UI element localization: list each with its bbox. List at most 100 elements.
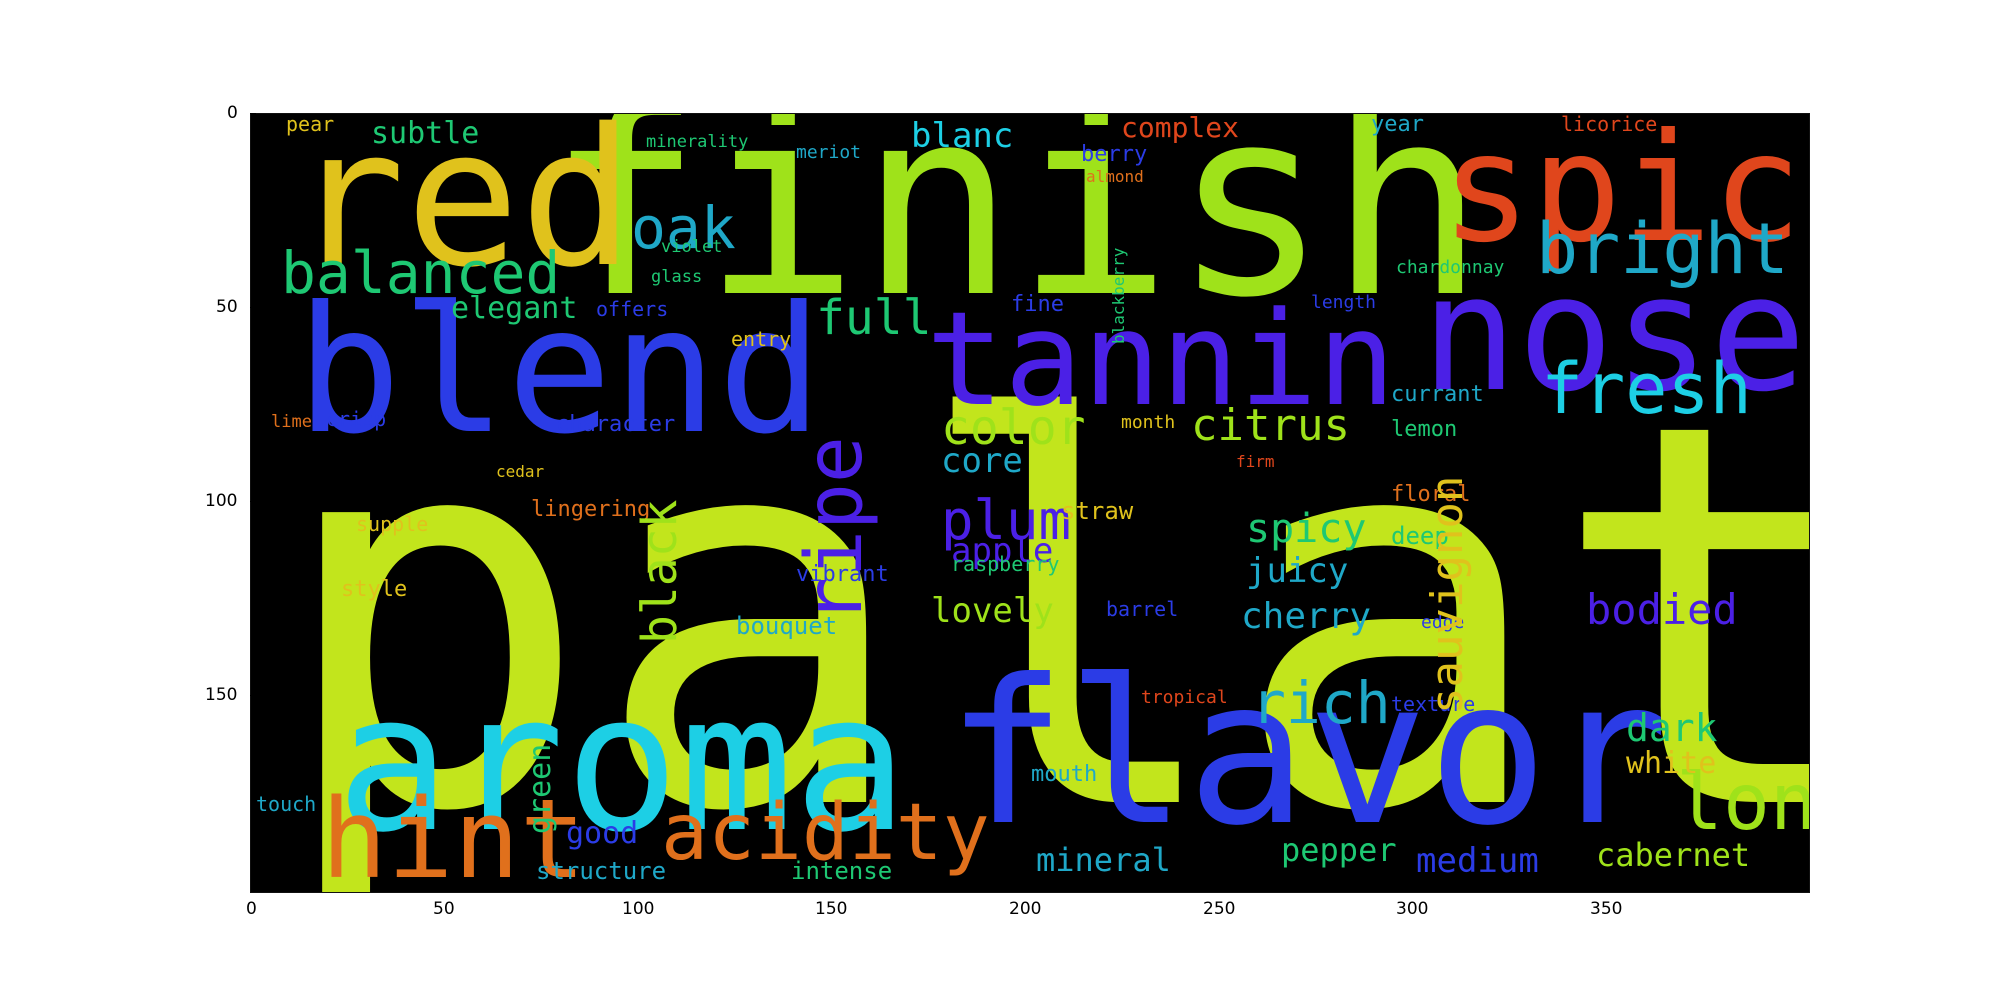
word-core: core [941, 441, 1023, 481]
y-tick-label: 0 [227, 103, 238, 123]
x-tick-label: 350 [1590, 899, 1623, 919]
word-cedar: cedar [496, 462, 545, 481]
word-almond: almond [1086, 167, 1144, 186]
x-tick-mark [640, 885, 641, 891]
y-tick-mark [250, 501, 256, 502]
x-tick-label: 200 [1009, 899, 1042, 919]
word-juicy: juicy [1246, 551, 1349, 591]
y-tick-label: 100 [205, 491, 238, 511]
word-length: length [1311, 292, 1377, 313]
word-pepper: pepper [1281, 831, 1397, 869]
word-flavor: flavor [946, 637, 1669, 870]
word-floral: floral [1391, 482, 1471, 507]
x-tick-mark [252, 885, 253, 891]
word-dark: dark [1626, 706, 1718, 750]
word-fresh: fresh [1541, 348, 1752, 430]
x-tick-label: 0 [246, 899, 257, 919]
word-oak: oak [631, 194, 736, 262]
word-intense: intense [791, 857, 893, 885]
word-straw: straw [1061, 497, 1134, 525]
word-minerality: minerality [646, 132, 749, 152]
word-black: black [632, 499, 688, 645]
word-medium: medium [1416, 841, 1539, 881]
y-tick-mark [250, 695, 256, 696]
word-tannin: tannin [926, 283, 1396, 435]
word-red: red [291, 113, 635, 309]
word-violet: violet [661, 237, 723, 257]
word-ripe: ripe [790, 436, 880, 624]
word-mouth: mouth [1031, 762, 1098, 787]
word-touch: touch [256, 792, 317, 816]
x-tick-mark [833, 885, 834, 891]
word-acidity: acidity [661, 788, 990, 878]
word-chardonnay: chardonnay [1396, 257, 1505, 278]
word-currant: currant [1391, 382, 1484, 407]
word-blanc: blanc [911, 116, 1014, 156]
word-pear: pear [286, 113, 335, 136]
word-color: color [941, 400, 1086, 456]
word-lingering: lingering [531, 497, 651, 522]
word-entry: entry [731, 327, 792, 351]
word-balanced: balanced [281, 239, 561, 307]
x-tick-label: 100 [622, 899, 655, 919]
word-plum: plum [941, 489, 1072, 552]
word-vibrant: vibrant [796, 562, 889, 587]
word-offers: offers [596, 297, 669, 321]
x-tick-mark [1608, 885, 1609, 891]
word-sauvignon: sauvignon [1422, 475, 1473, 714]
word-texture: texture [1391, 692, 1476, 716]
word-fine: fine [1011, 292, 1064, 317]
word-rich: rich [1251, 669, 1391, 737]
word-blend: blend [296, 270, 823, 473]
word-deep: deep [1391, 522, 1449, 550]
word-licorice: licorice [1561, 113, 1658, 136]
word-berry: berry [1081, 142, 1148, 167]
word-bodied: bodied [1586, 585, 1738, 634]
x-tick-mark [1414, 885, 1415, 891]
word-aroma: aroma [336, 653, 908, 874]
word-tropical: tropical [1141, 687, 1228, 708]
word-cloud-image: palatefinishred spicenose blend tannin aroma… [250, 113, 1810, 893]
word-meriot: meriot [796, 142, 862, 163]
word-white: white [1626, 746, 1717, 781]
word-lemon: lemon [1391, 417, 1458, 442]
word-hint: hint [321, 775, 586, 893]
x-tick-label: 300 [1396, 899, 1429, 919]
word-finish: finish [546, 113, 1486, 355]
x-tick-label: 150 [815, 899, 848, 919]
x-tick-mark [1027, 885, 1028, 891]
y-tick-label: 150 [205, 685, 238, 705]
word-firm: firm [1236, 452, 1275, 471]
word-lime: lime [271, 412, 312, 432]
x-tick-label: 250 [1203, 899, 1236, 919]
word-supple: supple [356, 512, 429, 536]
word-edge: edge [1421, 612, 1465, 633]
x-tick-mark [1221, 885, 1222, 891]
word-green: green [523, 743, 558, 834]
word-raspberry: raspberry [951, 552, 1060, 576]
word-apple: apple [951, 531, 1054, 571]
word-long: long [1676, 758, 1809, 848]
word-subtle: subtle [371, 116, 480, 151]
word-cabernet: cabernet [1596, 836, 1751, 874]
word-character: character [556, 412, 676, 437]
word-bouquet: bouquet [736, 612, 838, 640]
word-spicy: spicy [1246, 506, 1367, 552]
word-barrel: barrel [1106, 597, 1179, 621]
word-glass: glass [651, 267, 703, 287]
word-citrus: citrus [1191, 400, 1350, 451]
x-tick-label: 50 [433, 899, 455, 919]
word-year: year [1371, 113, 1424, 137]
word-cherry: cherry [1241, 596, 1372, 637]
word-spice: spice [1441, 113, 1809, 276]
y-tick-mark [250, 113, 256, 114]
word-nose: nose [1421, 240, 1807, 427]
word-mineral: mineral [1036, 841, 1171, 879]
y-tick-label: 50 [216, 297, 238, 317]
word-good: good [566, 816, 639, 851]
x-tick-mark [445, 885, 446, 891]
word-month: month [1121, 412, 1176, 433]
word-full: full [816, 290, 932, 346]
word-blackberry: blackberry [1109, 247, 1128, 344]
